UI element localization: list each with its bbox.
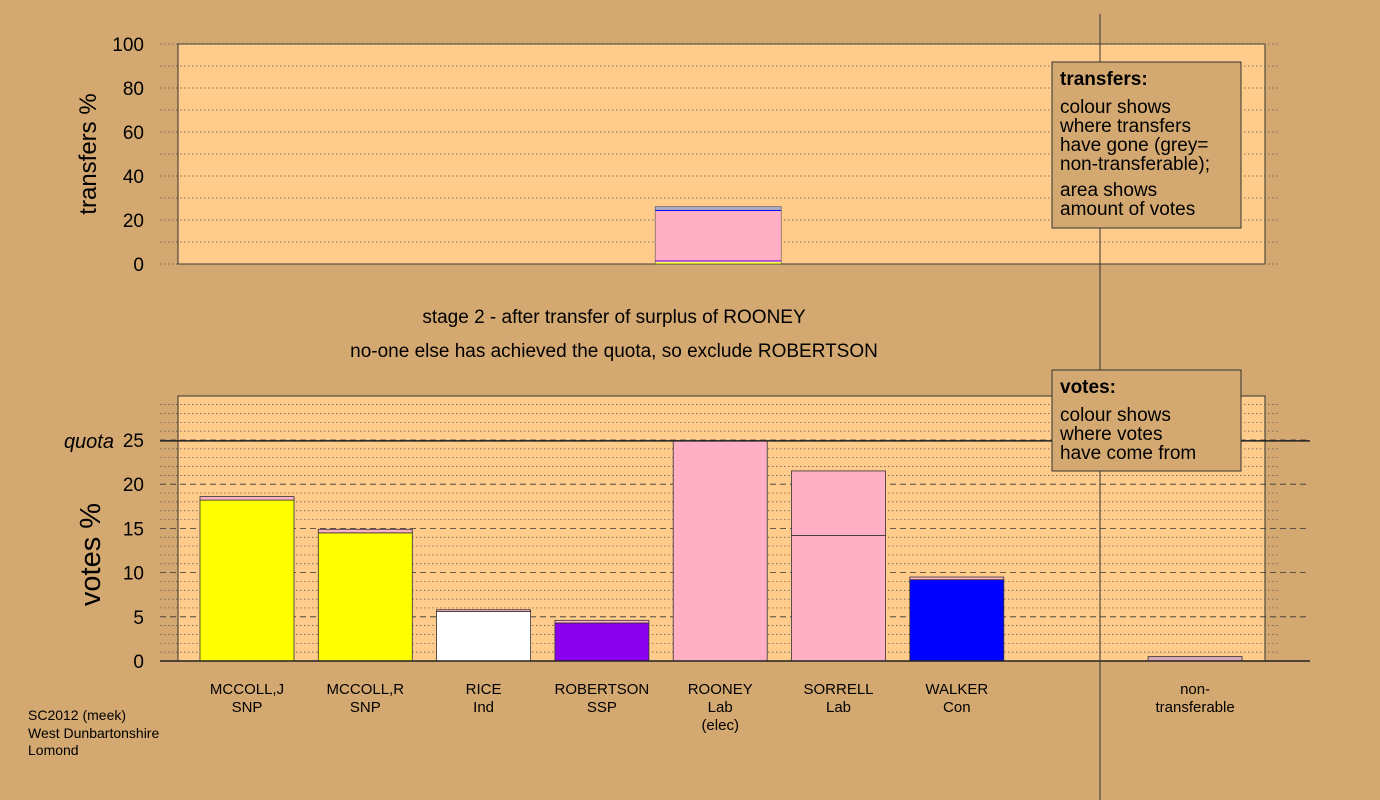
vote-bar-sorrell: [791, 535, 886, 662]
vote-bar-mccoll-r: [317, 528, 413, 534]
candidate-name-label: MCCOLL,R: [327, 681, 405, 698]
transfers-legend-line: where transfers: [1059, 116, 1191, 137]
vote-bar-rooney: [672, 440, 768, 662]
transfers-y-tick-label: 60: [123, 123, 144, 144]
transfers-legend-line: area shows: [1060, 180, 1157, 201]
transfers-legend: transfers: colour shows where transfers …: [1051, 61, 1242, 229]
votes-legend-line: where votes: [1059, 424, 1162, 445]
candidate-party-label: SNP: [232, 699, 263, 716]
transfers-y-axis-label: transfers %: [75, 93, 102, 214]
candidate-name-label: non-: [1180, 681, 1210, 698]
votes-legend: votes: colour shows where votes have com…: [1051, 369, 1242, 472]
transfer-segment-mccoll-j: [655, 263, 782, 264]
candidate-party-label: Lab: [708, 699, 733, 716]
votes-legend-box: [1051, 369, 1242, 472]
transfer-segment-robertson: [655, 260, 782, 262]
candidate-party-label: Ind: [473, 699, 494, 716]
footer-line: Lomond: [28, 742, 79, 758]
votes-y-tick-label: 25: [123, 431, 144, 452]
vote-bar-robertson: [554, 622, 650, 662]
transfers-y-tick-label: 100: [112, 35, 144, 56]
vote-bar-mccoll-j: [199, 496, 295, 501]
votes-legend-line: colour shows: [1060, 405, 1171, 426]
vote-bar-mccoll-r: [317, 532, 413, 662]
stage-title: stage 2 - after transfer of surplus of R…: [422, 307, 806, 328]
candidate-party-label: Lab: [826, 699, 851, 716]
footer-line: SC2012 (meek): [28, 707, 126, 723]
vote-bar-walker: [909, 576, 1005, 581]
transfers-y-tick-label: 0: [133, 255, 144, 276]
quota-label: quota: [64, 431, 114, 453]
votes-y-tick-label: 15: [123, 519, 144, 540]
transfer-segment-non-transferable: [655, 206, 782, 210]
transfers-legend-line: amount of votes: [1060, 199, 1195, 220]
transfer-segment-rice: [655, 261, 782, 263]
candidate-name-label: SORRELL: [803, 681, 873, 698]
candidate-status-label: (elec): [701, 717, 739, 734]
candidate-name-label: ROONEY: [688, 681, 753, 698]
vote-bar-rice: [436, 611, 532, 662]
votes-y-tick-label: 0: [133, 652, 144, 673]
transfers-legend-line: non-transferable);: [1060, 154, 1210, 175]
candidate-name-label: ROBERTSON: [555, 681, 650, 698]
transfers-legend-line: have gone (grey=: [1060, 135, 1208, 156]
votes-legend-line: have come from: [1060, 443, 1196, 464]
vote-bar-walker: [909, 579, 1005, 662]
candidate-name-label: RICE: [466, 681, 502, 698]
transfers-y-tick-label: 20: [123, 211, 144, 232]
votes-legend-title: votes:: [1060, 377, 1116, 398]
vote-bar-sorrell: [791, 470, 886, 536]
stage-subtitle: no-one else has achieved the quota, so e…: [350, 341, 878, 362]
transfer-bar-outline: [654, 206, 782, 265]
transfers-y-tick-label: 80: [123, 79, 144, 100]
votes-y-axis-label: votes %: [75, 503, 107, 606]
votes-y-tick-label: 10: [123, 564, 144, 585]
candidate-party-label: transferable: [1155, 699, 1234, 716]
candidate-name-label: WALKER: [925, 681, 988, 698]
transfers-y-tick-label: 40: [123, 167, 144, 188]
transfers-legend-box: [1051, 61, 1242, 229]
transfer-segment-sorrell: [655, 210, 782, 261]
vote-bar-robertson: [554, 619, 650, 624]
transfers-legend-title: transfers:: [1060, 69, 1148, 90]
votes-y-tick-label: 5: [133, 608, 144, 629]
candidate-party-label: Con: [943, 699, 971, 716]
transfer-segment-walker: [655, 209, 782, 211]
transfer-segment-mccoll-r: [655, 262, 782, 264]
vote-bar-rice: [436, 609, 532, 612]
candidate-party-label: SSP: [587, 699, 617, 716]
candidate-party-label: SNP: [350, 699, 381, 716]
votes-y-tick-label: 20: [123, 475, 144, 496]
vote-bar-mccoll-j: [199, 499, 295, 662]
transfers-legend-line: colour shows: [1060, 97, 1171, 118]
candidate-name-label: MCCOLL,J: [210, 681, 284, 698]
footer-line: West Dunbartonshire: [28, 725, 159, 741]
